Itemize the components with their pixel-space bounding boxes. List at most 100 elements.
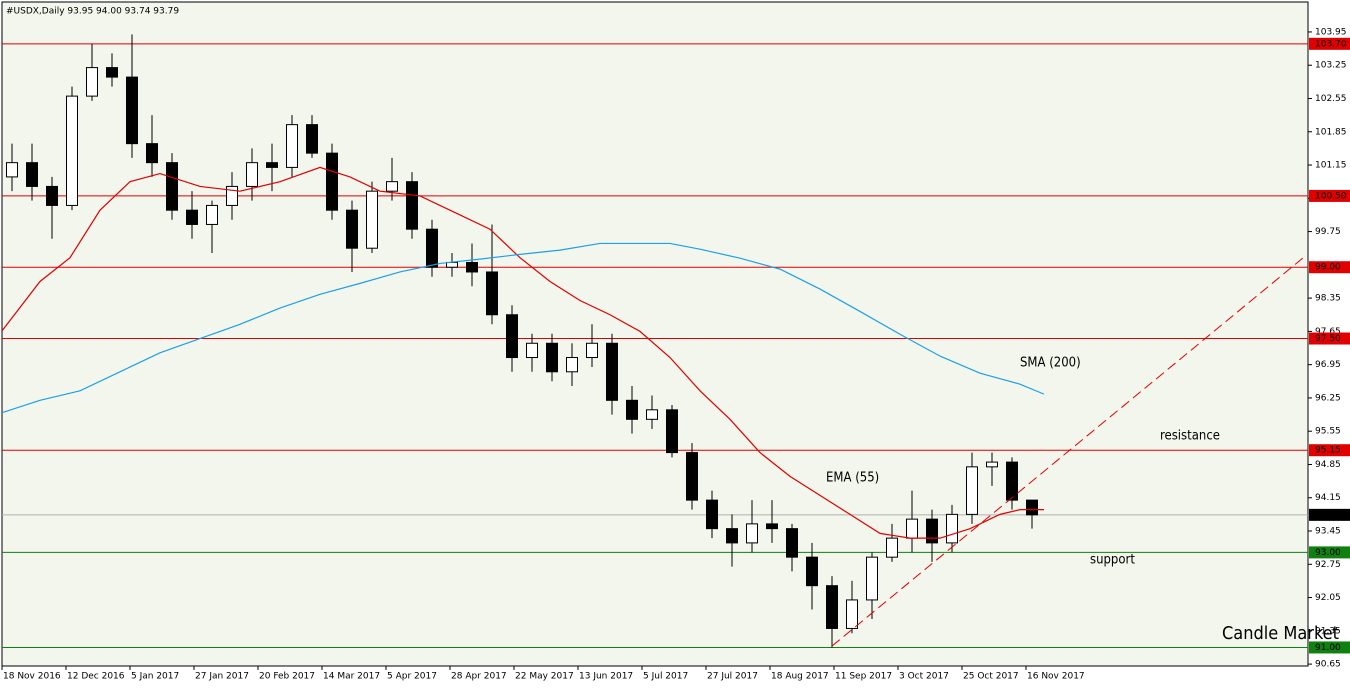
candle-body (626, 399, 638, 420)
candle-body (186, 209, 198, 225)
level-label-bg (1309, 508, 1350, 521)
y-tick-label: 96.25 (1315, 393, 1341, 403)
candle-body (986, 461, 998, 468)
candle-body (666, 409, 678, 454)
y-tick-label: 97.65 (1315, 327, 1341, 337)
candle-body (746, 523, 758, 544)
y-tick-label: 92.05 (1315, 593, 1341, 603)
level-label: 99.00 (1315, 263, 1341, 273)
y-tick-label: 93.45 (1315, 527, 1341, 537)
candle-body (6, 162, 18, 178)
candle-body (846, 599, 858, 629)
x-tick-label: 14 Mar 2017 (323, 672, 380, 682)
level-label-bg (1309, 332, 1350, 345)
candle-body (466, 261, 478, 273)
candle-body (506, 314, 518, 359)
x-tick-label: 12 Dec 2016 (67, 672, 125, 682)
candle-body (46, 185, 58, 206)
level-label: 100.50 (1315, 191, 1347, 201)
candle-body (926, 518, 938, 544)
candle-body (386, 181, 398, 192)
y-tick-label: 94.15 (1315, 493, 1341, 503)
candle-body (166, 162, 178, 211)
candle-body (946, 513, 958, 544)
candle-body (86, 67, 98, 97)
x-tick-label: 18 Aug 2017 (771, 672, 829, 682)
candle-body (586, 342, 598, 359)
candle-body (226, 185, 238, 206)
annotation: EMA (55) (826, 471, 879, 486)
candle-body (546, 342, 558, 373)
y-tick-label: 91.35 (1315, 626, 1341, 636)
y-tick-label: 103.25 (1315, 61, 1347, 71)
plot-area (1, 1, 1309, 667)
x-tick-label: 20 Feb 2017 (259, 672, 315, 682)
candle-body (366, 190, 378, 249)
x-tick-label: 18 Nov 2016 (3, 672, 61, 682)
candle-body (406, 181, 418, 230)
y-tick-label: 102.55 (1315, 94, 1347, 104)
y-tick-label: 96.95 (1315, 360, 1341, 370)
candle-body (526, 342, 538, 359)
level-label: 93.79 (1315, 510, 1341, 520)
candle-body (326, 152, 338, 211)
y-tick-label: 103.95 (1315, 27, 1347, 37)
candle-body (826, 585, 838, 629)
y-tick-label: 101.15 (1315, 161, 1347, 171)
candle-body (266, 162, 278, 168)
x-tick-label: 27 Jul 2017 (707, 672, 758, 682)
x-tick-label: 5 Apr 2017 (387, 672, 437, 682)
annotation: SMA (200) (1020, 356, 1081, 371)
candle-body (646, 409, 658, 420)
level-label: 103.70 (1315, 39, 1347, 49)
level-label: 93.00 (1315, 548, 1341, 558)
annotation: resistance (1160, 429, 1220, 444)
candle-body (706, 499, 718, 530)
candle-body (26, 162, 38, 187)
y-tick-label: 98.35 (1315, 294, 1341, 304)
candle-body (726, 528, 738, 544)
candle-body (246, 162, 258, 187)
candle-body (146, 143, 158, 164)
candle-body (906, 518, 918, 539)
candle-body (786, 528, 798, 558)
candle-body (866, 556, 878, 601)
x-tick-label: 28 Apr 2017 (451, 672, 507, 682)
candle-body (1026, 499, 1038, 516)
candle-body (446, 261, 458, 268)
candle-body (566, 357, 578, 373)
candle-body (486, 271, 498, 316)
x-tick-label: 5 Jul 2017 (643, 672, 688, 682)
candle-body (206, 204, 218, 225)
candle-body (1006, 461, 1018, 501)
x-tick-label: 11 Sep 2017 (835, 672, 892, 682)
level-label-bg (1309, 641, 1350, 654)
trendline (831, 255, 1306, 647)
candle-body (66, 95, 78, 206)
level-label: 91.00 (1315, 643, 1341, 653)
indicator-line (1, 242, 1045, 414)
candle-body (886, 537, 898, 558)
candle-body (346, 209, 358, 249)
y-tick-label: 95.55 (1315, 427, 1341, 437)
candle-body (806, 556, 818, 587)
candle-body (606, 342, 618, 401)
level-label: 97.50 (1315, 334, 1341, 344)
x-tick-label: 25 Oct 2017 (963, 672, 1019, 682)
level-label: 95.15 (1315, 446, 1341, 456)
candle-body (766, 523, 778, 530)
y-tick-label: 92.75 (1315, 560, 1341, 570)
candle-body (306, 124, 318, 154)
x-tick-label: 22 May 2017 (515, 672, 574, 682)
candle-body (686, 452, 698, 501)
y-tick-label: 101.85 (1315, 127, 1347, 137)
annotation: Candle Market (1222, 623, 1339, 644)
level-label-bg (1309, 189, 1350, 202)
annotation: support (1090, 553, 1135, 568)
y-tick-label: 99.75 (1315, 227, 1341, 237)
candle-body (966, 466, 978, 515)
level-label-bg (1309, 546, 1350, 559)
level-label-bg (1309, 444, 1350, 457)
chart-title: #USDX,Daily 93.95 94.00 93.74 93.79 (6, 7, 179, 17)
